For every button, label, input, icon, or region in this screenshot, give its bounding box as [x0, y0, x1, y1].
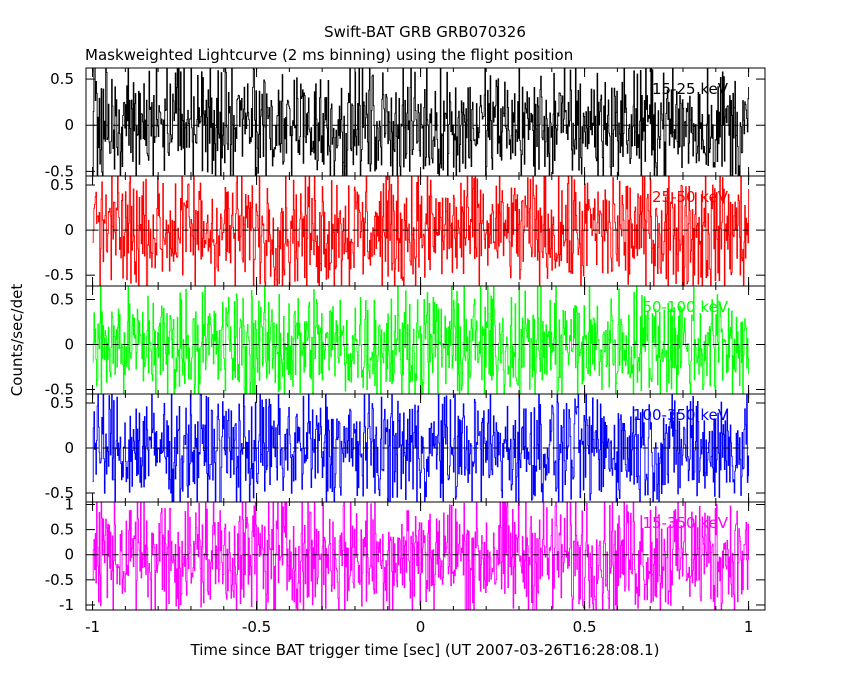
panel-5: 1 0.5 0 -0.5 -1 15-350 keV	[45, 496, 766, 614]
y-tick-label: 0	[64, 439, 74, 457]
series-label-2: 25-50 keV	[652, 188, 729, 206]
y-tick-label: -0.5	[45, 266, 74, 284]
y-axis-label: Counts/sec/det	[8, 284, 26, 397]
x-tick-label: 0.5	[573, 618, 597, 636]
panel-frame-5	[85, 501, 766, 611]
y-tick-label: 1	[64, 496, 74, 514]
y-tick-label: 0	[64, 116, 74, 134]
chart-subtitle: Maskweighted Lightcurve (2 ms binning) u…	[85, 46, 573, 64]
series-line-1	[92, 68, 750, 176]
y-tick-label: 0.5	[50, 521, 74, 539]
y-tick-label: -0.5	[45, 484, 74, 502]
x-tick-label: 1	[744, 618, 754, 636]
chart-title: Swift-BAT GRB GRB070326	[324, 23, 526, 41]
y-tick-label: 0.5	[50, 394, 74, 412]
x-tick-label: -0.5	[242, 618, 271, 636]
y-tick-label: -0.5	[45, 571, 74, 589]
series-line-3	[92, 286, 750, 394]
y-tick-label: 0.5	[50, 176, 74, 194]
series-label-4: 100-350 keV	[633, 406, 729, 424]
y-tick-label: 0	[64, 546, 74, 564]
series-label-1: 15-25 keV	[652, 80, 729, 98]
y-tick-label: -0.5	[45, 162, 74, 180]
y-tick-label: -1	[59, 596, 74, 614]
series-line-2	[92, 176, 750, 286]
y-tick-label: 0	[64, 221, 74, 239]
y-tick-label: 0.5	[50, 70, 74, 88]
panels-group: 0.5 0 -0.5 15-25 keV 0.5 0 -0.5 25-50 keV 0.5 0 -0…	[45, 67, 766, 614]
panel-4: 0.5 0 -0.5 100-350 keV	[45, 393, 766, 503]
panel-3: 0.5 0 -0.5 50-100 keV	[45, 285, 766, 399]
y-tick-label: -0.5	[45, 381, 74, 399]
panel-1: 0.5 0 -0.5 15-25 keV	[45, 67, 766, 180]
x-tick-label: 0	[416, 618, 426, 636]
series-line-5	[92, 502, 750, 610]
y-tick-label: 0.5	[50, 291, 74, 309]
x-axis-label: Time since BAT trigger time [sec] (UT 20…	[190, 641, 660, 659]
x-axis: -1 -0.5 0 0.5 1	[85, 618, 753, 636]
series-label-5: 15-350 keV	[642, 514, 728, 532]
y-tick-label: 0	[64, 336, 74, 354]
series-line-4	[92, 394, 750, 502]
x-tick-label: -1	[85, 618, 100, 636]
series-label-3: 50-100 keV	[642, 298, 728, 316]
